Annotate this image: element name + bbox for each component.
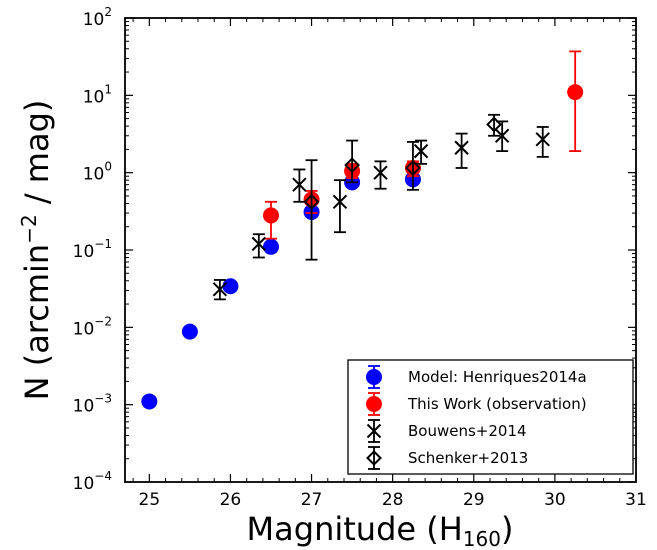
y-tick-exponent: −1 bbox=[94, 237, 112, 251]
data-point bbox=[405, 160, 421, 176]
data-point bbox=[454, 140, 469, 155]
y-tick-exponent: 2 bbox=[104, 5, 112, 19]
legend-label: Model: Henriques2014a bbox=[408, 368, 587, 386]
x-tick-label: 27 bbox=[301, 490, 323, 510]
data-point bbox=[413, 143, 429, 159]
data-point bbox=[344, 157, 361, 174]
x-axis-title-subscript: 160 bbox=[463, 527, 501, 550]
data-point bbox=[141, 393, 158, 410]
data-point bbox=[567, 84, 584, 101]
y-tick-label: 10−4 bbox=[73, 469, 112, 494]
x-tick-label: 25 bbox=[139, 490, 161, 510]
legend-items: Model: Henriques2014a This Work (observat… bbox=[366, 365, 587, 470]
y-tick-exponent: −2 bbox=[94, 314, 112, 328]
y-tick-label: 102 bbox=[83, 5, 112, 30]
y-tick-base: 10 bbox=[73, 474, 95, 494]
y-tick-label: 101 bbox=[83, 82, 112, 107]
plot-marks bbox=[141, 50, 584, 410]
y-tick-exponent: −3 bbox=[94, 392, 112, 406]
y-tick-base: 10 bbox=[83, 10, 105, 30]
data-point bbox=[373, 165, 388, 180]
legend-marker bbox=[366, 450, 382, 466]
x-axis: 25 26 27 28 29 30 31 bbox=[132, 18, 647, 510]
legend-marker bbox=[366, 396, 382, 412]
y-tick-base: 10 bbox=[83, 165, 105, 185]
y-tick-label: 10−3 bbox=[73, 392, 112, 417]
y-axis-title-superscript: −2 bbox=[17, 214, 41, 243]
y-tick-base: 10 bbox=[73, 397, 95, 417]
data-point bbox=[251, 236, 267, 252]
y-tick-label: 100 bbox=[83, 160, 112, 185]
data-point bbox=[303, 193, 320, 210]
legend: Model: Henriques2014a This Work (observat… bbox=[347, 359, 634, 475]
y-axis-title-rest: / mag) bbox=[18, 100, 56, 215]
data-point bbox=[263, 238, 279, 255]
data-point bbox=[486, 116, 502, 133]
y-tick-exponent: 1 bbox=[104, 82, 112, 96]
data-point bbox=[332, 194, 348, 210]
x-tick-label: 30 bbox=[544, 490, 566, 510]
legend-item: Bouwens+2014 bbox=[366, 419, 527, 443]
y-axis-title: N (arcmin−2 / mag) bbox=[17, 100, 56, 401]
data-point bbox=[494, 128, 510, 143]
data-point bbox=[292, 177, 307, 192]
legend-label: This Work (observation) bbox=[407, 395, 587, 413]
y-tick-label: 10−2 bbox=[73, 314, 112, 339]
legend-box bbox=[347, 359, 634, 475]
series-x-2 bbox=[212, 120, 550, 301]
data-point bbox=[222, 278, 239, 295]
series-diamond-3 bbox=[303, 113, 502, 261]
y-tick-base: 10 bbox=[83, 87, 105, 107]
x-tick-label: 29 bbox=[463, 490, 485, 510]
legend-label: Schenker+2013 bbox=[408, 449, 528, 467]
legend-label: Bouwens+2014 bbox=[408, 422, 527, 440]
y-tick-exponent: −4 bbox=[94, 469, 112, 483]
y-axis-title-main: N (arcmin bbox=[18, 244, 56, 401]
legend-marker bbox=[366, 423, 382, 439]
y-tick-base: 10 bbox=[73, 319, 95, 339]
legend-item: This Work (observation) bbox=[366, 392, 587, 416]
x-axis-title-main: Magnitude (H bbox=[247, 510, 463, 548]
x-tick-label: 28 bbox=[382, 490, 404, 510]
x-axis-title: Magnitude (H160) bbox=[247, 510, 514, 550]
data-point bbox=[535, 132, 550, 147]
x-tick-label: 31 bbox=[625, 490, 647, 510]
y-tick-exponent: 0 bbox=[104, 160, 112, 174]
legend-marker bbox=[366, 369, 382, 385]
data-point bbox=[212, 282, 228, 297]
data-point bbox=[263, 207, 279, 224]
x-axis-title-close: ) bbox=[501, 510, 513, 548]
legend-item: Model: Henriques2014a bbox=[366, 365, 587, 389]
data-point bbox=[181, 323, 198, 340]
y-tick-base: 10 bbox=[73, 242, 95, 262]
legend-item: Schenker+2013 bbox=[366, 446, 528, 470]
x-tick-label: 26 bbox=[220, 490, 242, 510]
y-tick-label: 10−1 bbox=[73, 237, 112, 262]
